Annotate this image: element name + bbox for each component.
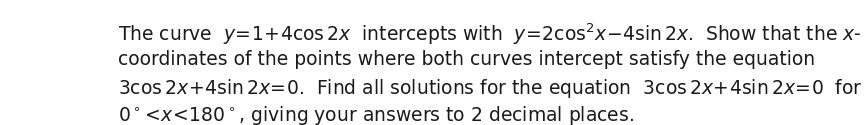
Text: $0^\circ\!<\!x\!<\!180^\circ$, giving your answers to 2 decimal places.: $0^\circ\!<\!x\!<\!180^\circ$, giving yo… bbox=[119, 104, 635, 125]
Text: coordinates of the points where both curves intercept satisfy the equation: coordinates of the points where both cur… bbox=[119, 50, 816, 69]
Text: The curve  $y\!=\!1\!+\!4\cos 2x$  intercepts with  $y\!=\!2\cos^2\!x\!-\!4\sin : The curve $y\!=\!1\!+\!4\cos 2x$ interce… bbox=[119, 22, 862, 47]
Text: $3\cos 2x\!+\!4\sin 2x\!=\!0$.  Find all solutions for the equation  $3\cos 2x\!: $3\cos 2x\!+\!4\sin 2x\!=\!0$. Find all … bbox=[119, 77, 864, 100]
